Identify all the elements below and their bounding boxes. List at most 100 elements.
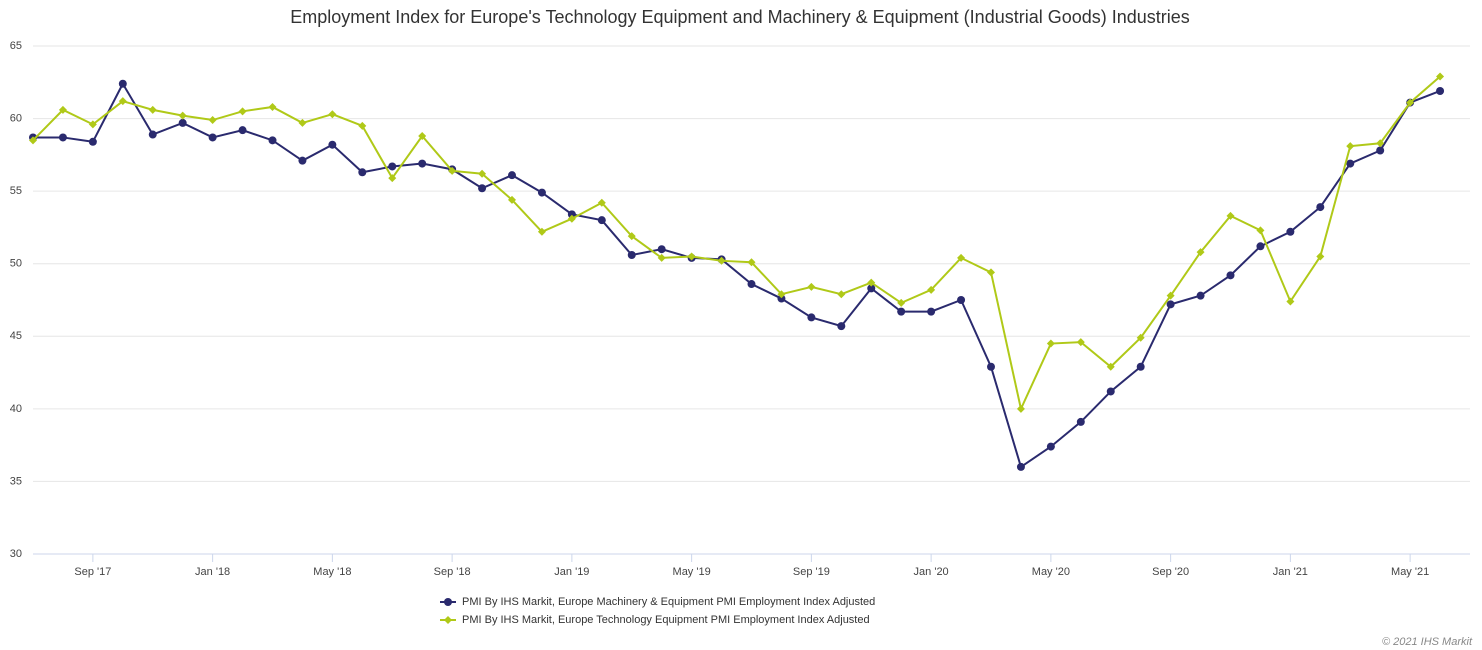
point (1106, 362, 1115, 371)
x-tick-label: May '19 (673, 566, 711, 578)
point (148, 130, 157, 139)
point (987, 362, 995, 371)
point (1226, 271, 1235, 280)
point (927, 307, 936, 316)
point (657, 253, 666, 262)
point (418, 131, 427, 140)
point (1376, 139, 1385, 148)
point (1376, 146, 1385, 155)
y-tick-label: 60 (10, 112, 22, 124)
point (1076, 338, 1085, 347)
point (627, 251, 636, 260)
point (687, 252, 696, 261)
x-tick-label: Sep '17 (74, 566, 111, 578)
point (837, 322, 846, 331)
x-tick-label: Jan '21 (1273, 566, 1308, 578)
x-tick-label: Jan '18 (195, 566, 230, 578)
point (118, 97, 127, 106)
point (298, 156, 307, 165)
point (118, 79, 127, 88)
point (388, 162, 397, 171)
point (657, 245, 666, 254)
point (1196, 291, 1205, 300)
point (1016, 404, 1025, 413)
point (208, 133, 217, 142)
point (1106, 387, 1115, 396)
point (208, 116, 217, 125)
point (478, 169, 487, 178)
point (388, 174, 397, 183)
point (58, 105, 67, 114)
x-tick-label: Sep '18 (434, 566, 471, 578)
x-tick-label: Sep '20 (1152, 566, 1189, 578)
point (1256, 226, 1265, 235)
point (88, 120, 97, 129)
point (1436, 86, 1445, 95)
point (298, 118, 307, 127)
point (268, 102, 277, 111)
point (178, 111, 187, 120)
point (807, 282, 816, 291)
point (1136, 333, 1145, 342)
point (867, 284, 876, 293)
point (1046, 442, 1055, 451)
point (957, 296, 966, 304)
point (1046, 339, 1055, 348)
y-tick-label: 30 (10, 548, 22, 560)
point (1406, 98, 1415, 107)
point (987, 268, 995, 277)
point (837, 290, 846, 299)
point (478, 184, 487, 193)
point (1136, 362, 1145, 371)
point (897, 307, 906, 316)
point (867, 278, 876, 287)
x-tick-label: May '18 (313, 566, 351, 578)
point (1346, 142, 1355, 151)
point (358, 121, 367, 130)
y-tick-label: 65 (10, 40, 22, 52)
point (1226, 211, 1235, 220)
point (328, 110, 337, 119)
x-tick-label: Sep '19 (793, 566, 830, 578)
point (238, 126, 247, 135)
point (1196, 248, 1205, 257)
point (1346, 159, 1355, 168)
point (58, 133, 67, 142)
point (418, 159, 427, 168)
credit: © 2021 IHS Markit (1382, 636, 1473, 648)
chart-title: Employment Index for Europe's Technology… (290, 7, 1190, 27)
y-tick-label: 45 (10, 330, 22, 342)
point (88, 137, 97, 146)
point (897, 298, 906, 307)
y-tick-label: 55 (10, 185, 22, 197)
point (1316, 203, 1325, 212)
point (508, 171, 516, 180)
point (1016, 462, 1025, 471)
point (448, 166, 457, 175)
legend-label: PMI By IHS Markit, Europe Machinery & Eq… (462, 596, 875, 608)
point (1166, 291, 1175, 300)
point (597, 198, 606, 207)
point (537, 227, 546, 236)
x-tick-label: Jan '20 (914, 566, 949, 578)
x-tick-label: May '21 (1391, 566, 1429, 578)
point (328, 140, 337, 149)
point (1286, 297, 1295, 306)
y-tick-label: 50 (10, 258, 22, 270)
point (1436, 72, 1445, 81)
point (717, 256, 726, 265)
x-tick-label: Jan '19 (554, 566, 589, 578)
point (567, 214, 576, 223)
point (537, 188, 546, 197)
line (32, 75, 1441, 412)
point (358, 168, 367, 177)
line (33, 81, 1441, 469)
point (747, 258, 756, 267)
point (747, 280, 756, 289)
point (777, 294, 786, 303)
point (567, 210, 576, 219)
point (178, 118, 187, 127)
point (29, 136, 37, 145)
